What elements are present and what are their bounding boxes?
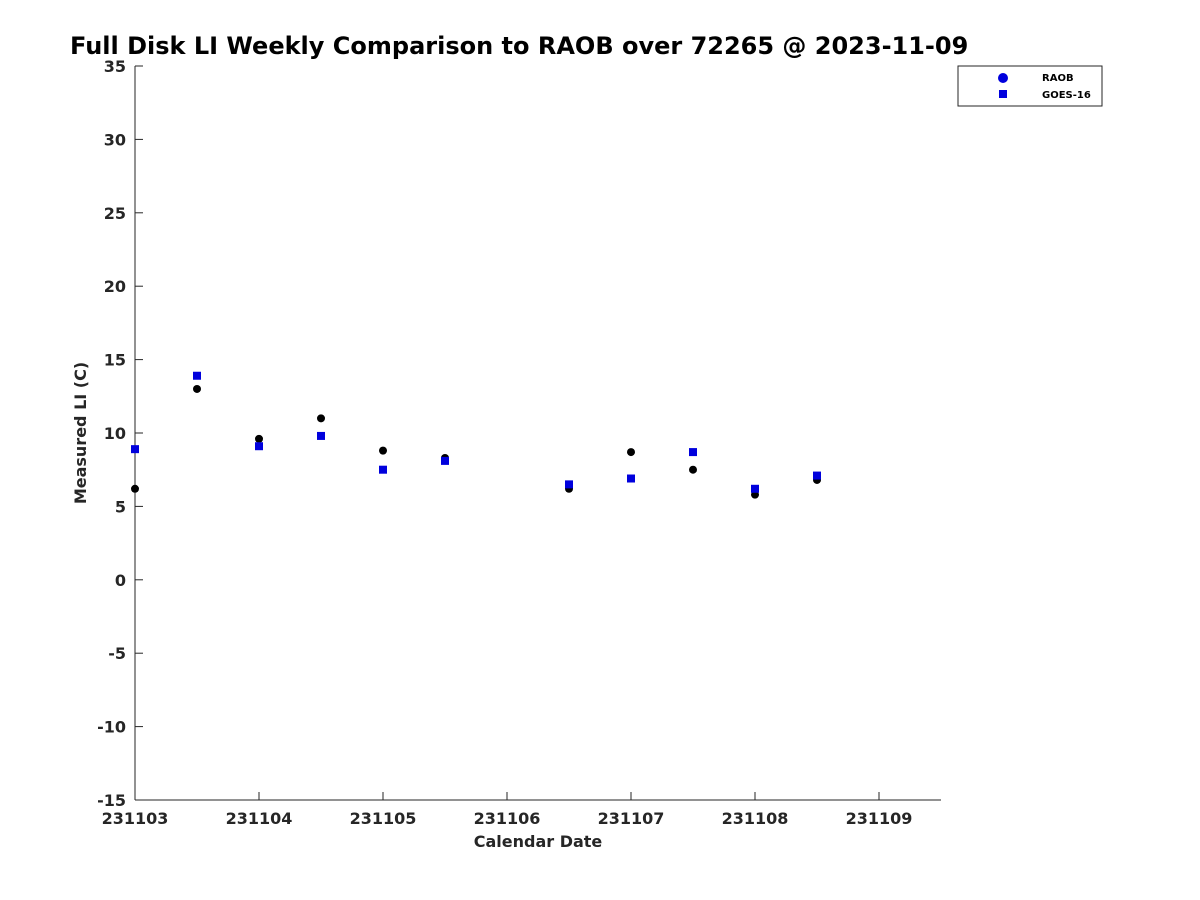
goes16-point: [379, 465, 387, 474]
x-axis-label: Calendar Date: [474, 832, 603, 851]
goes16-point: [131, 445, 139, 454]
y-tick-label: 15: [104, 351, 126, 370]
x-ticks: 231103 231104 231105 231106 231107 231108 2311…: [102, 792, 913, 828]
y-tick-label: 35: [104, 57, 126, 76]
goes16-point: [627, 474, 635, 483]
goes16-point: [689, 448, 697, 457]
y-tick-label: 20: [104, 277, 126, 296]
legend: RAOB GOES-16: [957, 65, 1103, 107]
y-ticks: -15 -10 -5 0 5 10 15 20 25 30 35: [97, 57, 143, 810]
y-tick-label: 0: [115, 571, 126, 590]
x-tick-label: 231108: [722, 809, 789, 828]
legend-box: [957, 65, 1103, 107]
goes16-point: [441, 456, 449, 465]
y-axis-label: Measured LI (C): [71, 362, 90, 504]
raob-point: [379, 446, 387, 455]
legend-raob-label: RAOB: [1042, 73, 1074, 84]
raob-point: [193, 384, 201, 393]
goes16-point: [751, 484, 759, 493]
raob-point: [317, 414, 325, 423]
x-tick-label: 231104: [226, 809, 293, 828]
y-tick-label: 10: [104, 424, 126, 443]
y-tick-label: 25: [104, 204, 126, 223]
raob-point: [255, 434, 263, 443]
x-tick-label: 231109: [846, 809, 913, 828]
data-points: [131, 371, 821, 499]
chart-title: Full Disk LI Weekly Comparison to RAOB o…: [70, 32, 968, 60]
legend-raob-marker: [998, 73, 1008, 83]
goes16-point: [255, 442, 263, 451]
raob-point: [627, 448, 635, 457]
goes16-point: [813, 471, 821, 480]
goes16-point: [317, 431, 325, 440]
raob-point: [131, 484, 139, 493]
legend-goes16-marker: [999, 90, 1007, 98]
goes16-point: [565, 480, 573, 489]
y-tick-label: -10: [97, 718, 126, 737]
y-tick-label: -5: [108, 644, 126, 663]
legend-goes16-label: GOES-16: [1042, 90, 1091, 101]
y-tick-label: 30: [104, 130, 126, 149]
raob-point: [689, 465, 697, 474]
goes16-point: [193, 371, 201, 380]
x-tick-label: 231105: [350, 809, 417, 828]
x-tick-label: 231107: [598, 809, 665, 828]
y-tick-label: -15: [97, 791, 126, 810]
y-tick-label: 5: [115, 497, 126, 516]
x-tick-label: 231103: [102, 809, 169, 828]
x-tick-label: 231106: [474, 809, 541, 828]
